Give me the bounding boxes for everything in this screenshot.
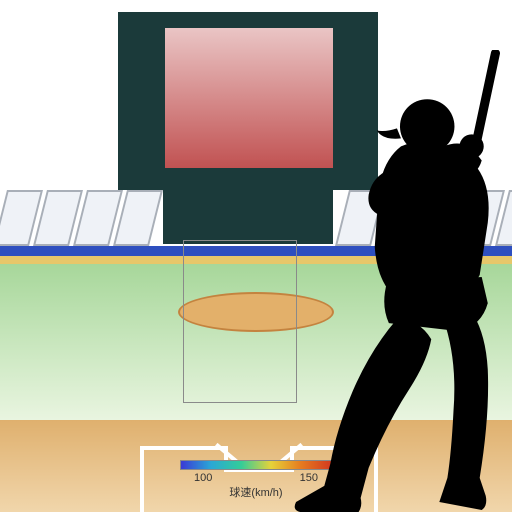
velocity-tick-min: 100 xyxy=(194,472,212,484)
batter-silhouette xyxy=(292,50,512,512)
plate-line xyxy=(140,446,144,512)
pitch-location-diagram: 100 150 球速(km/h) xyxy=(0,0,512,512)
strike-zone xyxy=(183,240,297,403)
